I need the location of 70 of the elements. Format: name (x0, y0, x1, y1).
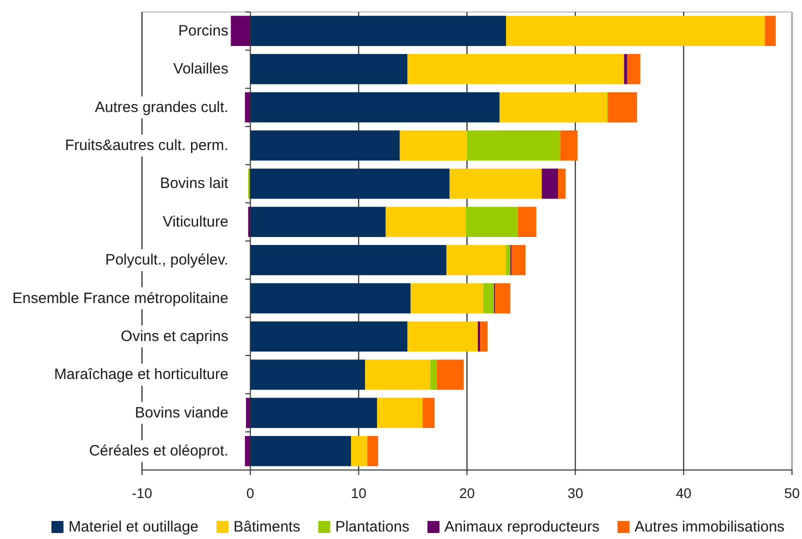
y-tick-label: Ovins et caprins (120, 328, 228, 345)
bar (624, 54, 628, 84)
bar (250, 16, 506, 46)
legend-label: Bâtiments (234, 518, 300, 536)
bar (377, 398, 423, 428)
bar (506, 16, 765, 46)
y-tick-label: Céréales et oléoprot. (89, 442, 228, 460)
bar (250, 360, 366, 390)
bar (466, 206, 518, 237)
bar (558, 168, 566, 199)
y-tick-label: Porcins (178, 22, 228, 40)
bar (250, 92, 500, 122)
bar (560, 130, 578, 161)
y-tick-label: Polycult., polyélev. (105, 252, 228, 269)
bar (430, 360, 437, 390)
bar (250, 321, 408, 352)
bar (422, 398, 434, 428)
bar (250, 245, 446, 276)
bar (400, 130, 467, 161)
bar (467, 130, 560, 161)
bar (542, 168, 558, 199)
bar (483, 283, 494, 314)
legend-label: Materiel et outillage (68, 518, 199, 536)
bar (351, 436, 368, 466)
y-tick-label: Bovins lait (160, 175, 230, 192)
x-tick-label: 0 (246, 485, 254, 501)
bar (500, 92, 607, 122)
bar (764, 16, 776, 46)
x-tick-label: -10 (132, 485, 152, 501)
bar (250, 436, 352, 466)
legend-label: Animaux reproducteurs (444, 518, 600, 536)
y-tick-label: Autres grandes cult. (94, 98, 228, 116)
y-tick-label: Bovins viande (134, 404, 228, 422)
bar (244, 436, 250, 466)
bar (518, 206, 536, 237)
x-tick-label: 30 (568, 485, 584, 501)
y-tick-label: Fruits&autres cult. perm. (64, 137, 228, 154)
legend-label: Autres immobilisations (634, 518, 785, 536)
legend-label: Plantations (335, 518, 410, 536)
bar (480, 321, 488, 352)
x-tick-label: 50 (784, 485, 800, 501)
y-tick-label: Volailles (173, 60, 228, 78)
bar (506, 245, 510, 276)
y-tick-label: Maraîchage et horticulture (54, 366, 228, 384)
bar (250, 206, 386, 237)
bar (386, 206, 466, 237)
bar (407, 54, 624, 84)
bar (436, 360, 464, 390)
bar (246, 398, 250, 428)
bar (250, 54, 408, 84)
bar (450, 168, 542, 199)
bar (407, 321, 478, 352)
bar (244, 92, 250, 122)
y-tick-label: Viticulture (162, 213, 228, 230)
bar (627, 54, 640, 84)
x-tick-label: 20 (459, 485, 475, 501)
bar (495, 283, 510, 314)
y-tick-label: Ensemble France métropolitaine (12, 290, 228, 307)
x-tick-label: 40 (676, 485, 692, 501)
bar (367, 436, 378, 466)
bar (410, 283, 484, 314)
bar (250, 168, 450, 199)
bar (250, 130, 400, 161)
bar (365, 360, 430, 390)
bar (250, 283, 411, 314)
bar (511, 245, 526, 276)
bar (250, 398, 378, 428)
bar (608, 92, 638, 122)
bar (446, 245, 506, 276)
x-tick-label: 10 (350, 485, 367, 501)
